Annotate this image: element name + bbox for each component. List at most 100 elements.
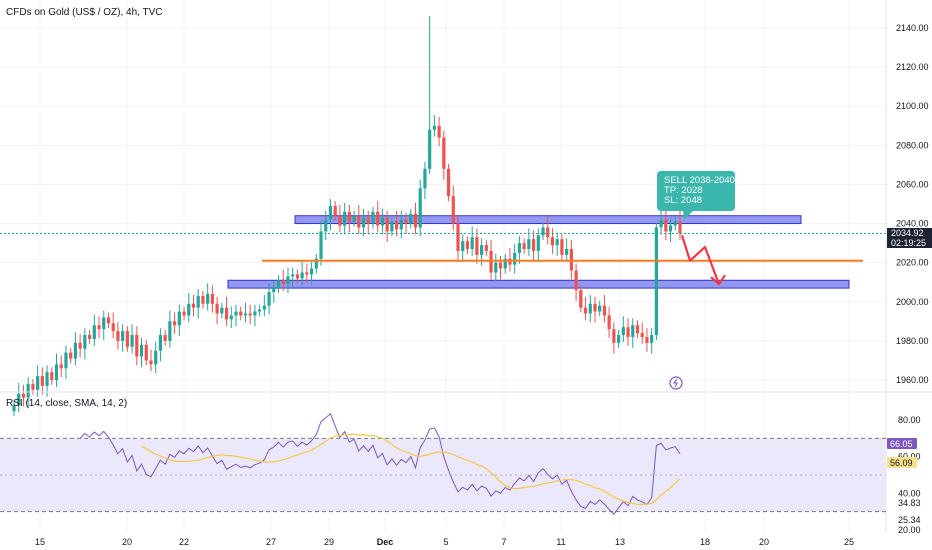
candle-body: [258, 309, 262, 312]
rsi-tick-label: 60.00: [898, 452, 921, 462]
candle-body: [536, 235, 540, 251]
price-tick-label: 1980.00: [896, 336, 929, 346]
candle-body: [295, 274, 300, 279]
candle-body: [413, 213, 418, 228]
candle-body: [574, 270, 578, 291]
candle-body: [210, 293, 214, 304]
candle-body: [215, 303, 219, 314]
candle-body: [347, 211, 351, 222]
candle-body: [541, 227, 545, 236]
price-axis[interactable]: 1960.00 1980.00 2000.00 2020.00 2040.00 2060.…: [896, 23, 929, 385]
candle-body: [503, 258, 507, 269]
candle-body: [243, 313, 248, 316]
candle-body: [560, 239, 564, 255]
candle-body: [475, 237, 479, 255]
candle-body: [333, 205, 337, 216]
candle-body: [385, 217, 389, 232]
candle-body: [276, 280, 281, 289]
candle-body: [182, 311, 186, 316]
candle-body: [36, 376, 40, 390]
candle-body: [626, 327, 630, 337]
time-tick-label: 27: [266, 537, 276, 547]
candle-body: [26, 383, 30, 398]
time-tick-label: Dec: [377, 537, 394, 547]
candle-body: [139, 344, 144, 357]
candle-body: [314, 258, 318, 269]
candle-body: [64, 352, 68, 369]
projection-path[interactable]: [680, 234, 721, 285]
candle-body: [111, 323, 115, 332]
candle-body: [635, 325, 640, 334]
callout-line-3: SL: 2048: [664, 195, 702, 206]
candle-body: [517, 243, 522, 253]
overlay: [0, 232, 886, 286]
time-tick-label: 20: [122, 537, 132, 547]
candle-body: [659, 219, 663, 228]
candle-body: [224, 307, 229, 320]
candle-body: [498, 262, 503, 269]
price-tick-label: 2080.00: [896, 140, 929, 150]
sr-zone-2[interactable]: [227, 279, 850, 289]
candle-body: [328, 205, 333, 220]
price-tick-label: 2000.00: [896, 297, 929, 307]
candle-body: [579, 290, 583, 308]
candle-body: [149, 360, 153, 365]
candle-body: [83, 335, 87, 349]
candle-body: [546, 227, 550, 238]
price-tick-label: 2020.00: [896, 258, 929, 268]
rsi-extra-label: 34.83: [898, 498, 921, 508]
candle-body: [116, 331, 120, 341]
price-tick-label: 2140.00: [896, 23, 929, 33]
candle-body: [163, 335, 167, 341]
candle-body: [338, 215, 342, 226]
lightning-icon[interactable]: [669, 376, 683, 390]
time-tick-label: 20: [759, 537, 769, 547]
candle-body: [45, 372, 49, 386]
candle-body: [69, 352, 73, 359]
price-tick-label: 1960.00: [896, 375, 929, 385]
candle-body: [281, 280, 285, 285]
candle-body: [130, 335, 134, 347]
trade-callout[interactable]: SELL 2038-2040 TP: 2028 SL: 2048: [657, 171, 735, 220]
candle-body: [531, 239, 536, 251]
candle-body: [262, 305, 266, 310]
candle-body: [300, 272, 304, 279]
candle-body: [248, 313, 252, 316]
candle-body: [172, 321, 177, 326]
candle-body: [668, 225, 673, 232]
candle-body: [144, 344, 148, 361]
time-axis[interactable]: 15 20 22 27 29 Dec 5 7 11 13 18 20 25: [35, 537, 854, 547]
time-tick-label: 25: [844, 537, 854, 547]
rsi-value: 66.05: [890, 439, 913, 449]
time-tick-label: 13: [615, 537, 625, 547]
candle-body: [196, 295, 200, 308]
candle-body: [168, 321, 172, 341]
candle-body: [50, 372, 54, 380]
candle-body: [451, 196, 455, 224]
price-tick-label: 2040.00: [896, 219, 929, 229]
candle-body: [446, 168, 451, 197]
candle-body: [92, 325, 96, 339]
rsi-sma-line: [141, 433, 681, 506]
candle-body: [612, 329, 616, 343]
candle-body: [631, 325, 635, 337]
candles: [12, 16, 682, 417]
candle-body: [484, 245, 488, 251]
candle-body: [102, 317, 106, 330]
candle-body: [106, 317, 111, 324]
rsi-value-badge: 66.05: [887, 438, 917, 449]
candle-body: [494, 262, 498, 273]
candle-body: [390, 221, 394, 232]
rsi-pane: [0, 412, 886, 515]
candle-body: [650, 335, 654, 343]
candle-body: [645, 336, 649, 343]
candle-body: [598, 305, 602, 312]
time-tick-label: 15: [35, 537, 45, 547]
last-price-badge: 2034.92 02:19:25: [887, 228, 932, 248]
chart-title: CFDs on Gold (US$ / OZ), 4h, TVC: [6, 7, 163, 18]
candle-body: [253, 311, 257, 316]
candle-body: [291, 274, 295, 277]
candle-body: [470, 237, 474, 249]
